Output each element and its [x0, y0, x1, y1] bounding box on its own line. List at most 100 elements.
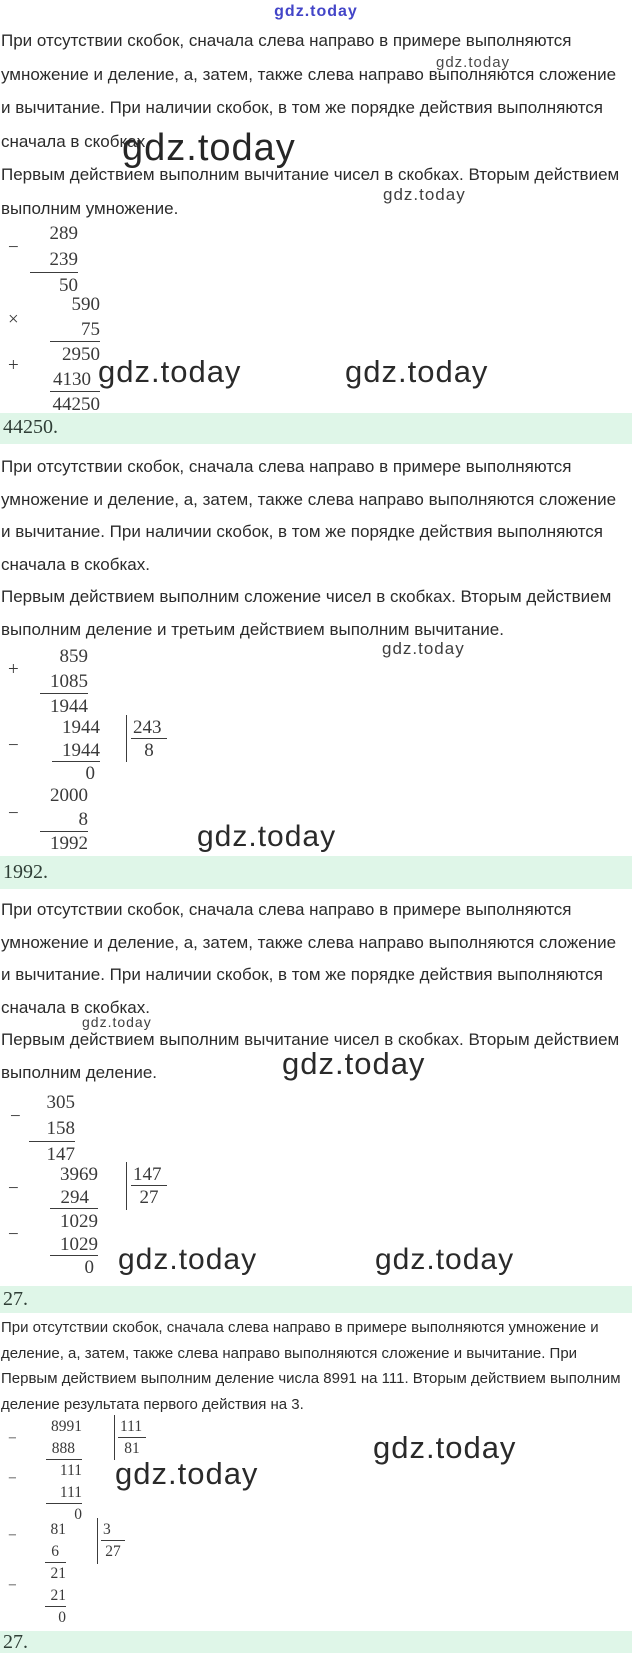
math-number: 1944 [62, 717, 100, 738]
long-division-dividend: 8991 888 111 111 0 [46, 1416, 82, 1526]
watermark: gdz.today [373, 1430, 517, 1465]
paragraph-line: умножение и деление, а, затем, также сле… [1, 932, 617, 952]
math-number: 147 [46, 1144, 76, 1165]
math-number: 158 [29, 1116, 75, 1142]
answer-band: 27. [0, 1286, 632, 1313]
paragraph-line: умножение и деление, а, затем, также сле… [1, 64, 617, 84]
math-number: 289 [49, 223, 79, 244]
watermark: gdz.today [282, 1046, 426, 1081]
paragraph-line: Первым действием выполним сложение чисел… [1, 587, 612, 606]
watermark: gdz.today [118, 1243, 258, 1276]
math-number: 21 [45, 1585, 66, 1607]
minus-sign: − [8, 1470, 17, 1487]
math-number: 0 [58, 1609, 66, 1626]
answer-band: 44250. [0, 413, 632, 444]
paragraph-line: сначала в скобках. [1, 997, 150, 1017]
watermark: gdz.today [383, 185, 466, 204]
column-subtraction: 2000 8 1992 [40, 784, 88, 856]
paragraph-line: выполним деление. [1, 1062, 157, 1082]
plus-sign: + [8, 659, 19, 680]
math-number: 81 [50, 1521, 67, 1538]
division-bar [126, 1162, 127, 1210]
answer-text: 27. [3, 1631, 28, 1653]
paragraph-line: Первым действием выполним деление числа … [1, 1370, 621, 1387]
math-number: 1992 [50, 833, 88, 854]
answer-band: 1992. [0, 856, 632, 889]
minus-sign: − [8, 1577, 17, 1594]
math-number: 1944 [50, 696, 88, 717]
minus-sign: − [8, 735, 19, 756]
division-right-column: 147 27 [131, 1163, 167, 1209]
plus-sign: + [8, 355, 19, 376]
long-division-dividend: 3969 294 [50, 1163, 98, 1209]
quotient: 27 [105, 1543, 121, 1560]
quotient: 81 [124, 1440, 140, 1457]
math-number: 50 [59, 275, 78, 296]
math-number: 21 [50, 1565, 67, 1582]
explanation-paragraph: При отсутствии скобок, сначала слева нап… [1, 1315, 621, 1417]
math-number: 239 [30, 247, 78, 273]
site-logo: gdz.today [274, 3, 358, 20]
answer-text: 44250. [3, 416, 58, 438]
math-number: 590 [71, 294, 101, 315]
divisor: 147 [131, 1163, 167, 1186]
math-number: 1944 [52, 739, 100, 762]
paragraph-line: и вычитание. При наличии скобок, в том ж… [1, 965, 603, 984]
division-bar [97, 1518, 98, 1564]
division-right-column: 3 27 [101, 1519, 125, 1563]
explanation-paragraph: При отсутствии скобок, сначала слева нап… [1, 24, 619, 225]
math-number: 4130 [50, 367, 100, 392]
paragraph-line: и вычитание. При наличии скобок, в том ж… [1, 522, 603, 541]
watermark: gdz.today [98, 354, 242, 389]
column-multiplication: 590 75 2950 4130 44250 [50, 292, 100, 417]
minus-sign: − [8, 1178, 19, 1199]
paragraph-line: Первым действием выполним вычитание чисе… [1, 165, 620, 184]
paragraph-line: Первым действием выполним вычитание чисе… [1, 1030, 620, 1049]
paragraph-line: выполним умножение. [1, 198, 179, 218]
minus-sign: − [8, 237, 19, 258]
column-addition: 859 1085 1944 [40, 644, 88, 719]
watermark: gdz.today [115, 1456, 259, 1491]
math-number: 1029 [50, 1233, 98, 1256]
math-number: 294 [50, 1186, 98, 1209]
paragraph-line: выполним деление и третьим действием вып… [1, 619, 504, 639]
paragraph-line: и вычитание. При наличии скобок, в том ж… [1, 98, 603, 117]
division-right-column: 111 81 [118, 1416, 146, 1460]
paragraph-line: При отсутствии скобок, сначала слева нап… [1, 457, 572, 476]
divisor: 3 [101, 1519, 125, 1541]
math-number: 75 [50, 317, 100, 342]
math-number: 0 [84, 1257, 95, 1278]
paragraph-line: умножение и деление, а, затем, также сле… [1, 489, 617, 509]
watermark: gdz.today [122, 127, 296, 169]
watermark: gdz.today [436, 54, 511, 71]
watermark: gdz.today [197, 820, 337, 853]
minus-sign: − [8, 803, 19, 824]
paragraph-line: При отсутствии скобок, сначала слева нап… [1, 1319, 599, 1336]
math-number: 6 [45, 1541, 66, 1563]
math-number: 111 [46, 1482, 82, 1504]
quotient: 27 [139, 1187, 159, 1208]
math-number: 2950 [62, 344, 100, 365]
division-bar [114, 1415, 115, 1460]
watermark: gdz.today [82, 1014, 152, 1030]
math-number: 305 [46, 1092, 76, 1113]
paragraph-line: сначала в скобках. [1, 554, 150, 574]
minus-sign: − [10, 1106, 21, 1127]
paragraph-line: При отсутствии скобок, сначала слева нап… [1, 900, 572, 919]
division-right-column: 243 8 [131, 716, 167, 762]
answer-text: 1992. [3, 861, 48, 883]
answer-text: 27. [3, 1288, 28, 1310]
math-number: 1029 [60, 1211, 98, 1232]
watermark: gdz.today [345, 354, 489, 389]
paragraph-line: деление результата первого действия на 3… [1, 1395, 304, 1413]
math-number: 888 [46, 1438, 82, 1460]
paragraph-line: деление, а, затем, также слева направо в… [1, 1344, 578, 1362]
column-subtraction: 289 239 50 [30, 221, 78, 299]
paragraph-line: сначала в скобках. [1, 131, 150, 151]
math-number: 111 [59, 1462, 82, 1479]
watermark: gdz.today [375, 1243, 515, 1276]
long-division-dividend: 1944 1944 0 [52, 716, 100, 785]
quotient: 8 [144, 740, 154, 761]
minus-sign: − [8, 1430, 17, 1447]
